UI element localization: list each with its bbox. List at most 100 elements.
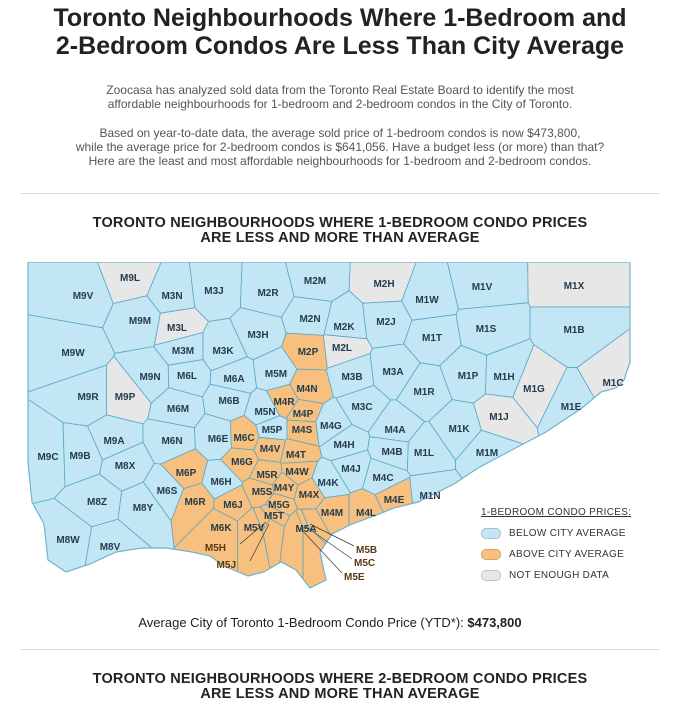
intro-p1-line-2: affordable neighbourhoods for 1-bedroom … [107, 97, 573, 111]
section-1-title-line-2: ARE LESS AND MORE THAN AVERAGE [200, 230, 480, 246]
section-2-title-line-2: ARE LESS AND MORE THAN AVERAGE [200, 686, 480, 702]
toronto-map: M9L M9V M3N M3J M2R M2M M2H M1W M1V M1X M9M M3L M2N M… [27, 262, 631, 589]
label-m1w: M1W [415, 295, 439, 306]
section-1-title-post: PRICES [527, 215, 588, 231]
label-m3m: M3M [172, 346, 194, 357]
section-1-title-pre: TORONTO NEIGHBOURHOODS WHERE [92, 215, 379, 231]
label-m5s: M5S [252, 487, 273, 498]
label-m3a: M3A [382, 367, 403, 378]
label-m9c: M9C [37, 452, 58, 463]
label-m8v: M8V [100, 542, 121, 553]
label-m1c: M1C [602, 378, 623, 389]
label-m9m: M9M [129, 316, 151, 327]
label-m4r: M4R [273, 397, 295, 408]
average-price-value: $473,800 [467, 615, 522, 630]
label-m5h: M5H [205, 543, 226, 554]
legend-swatch-above [481, 549, 501, 560]
label-m6e: M6E [208, 434, 229, 445]
label-m9b: M9B [69, 451, 90, 462]
intro-p1-line-1: Zoocasa has analyzed sold data from the … [106, 83, 574, 97]
label-m8w: M8W [56, 535, 80, 546]
label-m8y: M8Y [133, 503, 154, 514]
section-divider-1 [20, 193, 660, 194]
leader-m5j [249, 523, 270, 562]
label-m4c: M4C [372, 473, 393, 484]
leader-m5h [239, 521, 267, 545]
label-m5e: M5E [344, 572, 365, 583]
label-m5m: M5M [265, 369, 287, 380]
label-m5b: M5B [356, 545, 377, 556]
city-outline [27, 262, 631, 589]
leader-m5e [299, 527, 343, 574]
label-m6r: M6R [184, 497, 206, 508]
label-m2h: M2H [373, 279, 394, 290]
label-m6s: M6S [157, 486, 178, 497]
map-leader-lines [239, 521, 355, 574]
label-m4m: M4M [321, 508, 343, 519]
label-m2l: M2L [332, 343, 352, 354]
page-title: Toronto Neighbourhoods Where 1-Bedroom a… [0, 4, 680, 60]
label-m3l: M3L [167, 323, 187, 334]
label-m2p: M2P [298, 347, 319, 358]
map-labels: M9L M9V M3N M3J M2R M2M M2H M1W M1V M1X M9M M3L M2N M… [37, 273, 623, 583]
label-m3k: M3K [212, 346, 234, 357]
label-m8x: M8X [115, 461, 136, 472]
title-line-2: 2-Bedroom Condos Are Less Than City Aver… [55, 32, 625, 60]
label-m8z: M8Z [87, 497, 107, 508]
label-m6b: M6B [218, 396, 239, 407]
map-boundaries [27, 262, 631, 589]
label-m4j: M4J [341, 464, 360, 475]
section-1-title-bold: 1-BEDROOM CONDO [378, 215, 528, 231]
label-m5j: M5J [217, 560, 236, 571]
label-m6a: M6A [223, 374, 244, 385]
label-m9p: M9P [115, 392, 136, 403]
label-m6l: M6L [177, 371, 197, 382]
label-m4v: M4V [260, 444, 281, 455]
label-m5v: M5V [244, 523, 265, 534]
leader-m5b [309, 523, 355, 547]
legend-item-none: NOT ENOUGH DATA [481, 570, 609, 582]
label-m2k: M2K [333, 322, 355, 333]
label-m3c: M3C [351, 402, 372, 413]
legend-item-above: ABOVE CITY AVERAGE [481, 549, 624, 561]
label-m9l: M9L [120, 273, 140, 284]
label-m1b: M1B [563, 325, 584, 336]
intro-paragraph-1: Zoocasa has analyzed sold data from the … [60, 83, 620, 111]
label-m4x: M4X [299, 490, 320, 501]
label-m3j: M3J [204, 286, 223, 297]
label-m4n: M4N [296, 384, 317, 395]
label-m6j: M6J [223, 500, 242, 511]
label-m1n: M1N [419, 491, 440, 502]
legend-swatch-none [481, 570, 501, 581]
label-m3b: M3B [341, 372, 362, 383]
label-m9n: M9N [139, 372, 160, 383]
section-2-title-pre: TORONTO NEIGHBOURHOODS WHERE [92, 671, 379, 687]
label-m9v: M9V [73, 291, 94, 302]
label-m5t: M5T [264, 511, 284, 522]
intro-paragraph-2: Based on year-to-date data, the average … [60, 126, 620, 168]
label-m4y: M4Y [274, 483, 295, 494]
intro-p2-line-2: while the average price for 2-bedroom co… [75, 140, 605, 154]
label-m1h: M1H [493, 372, 514, 383]
label-m3h: M3H [247, 330, 268, 341]
legend-label-below: BELOW CITY AVERAGE [509, 528, 626, 540]
intro-p2-line-3: Here are the least and most affordable n… [88, 154, 592, 168]
label-m1v: M1V [472, 282, 493, 293]
label-m6g: M6G [231, 457, 253, 468]
label-m6m: M6M [167, 404, 189, 415]
section-2-title-post: PRICES [527, 671, 588, 687]
label-m1l: M1L [414, 448, 434, 459]
label-m4g: M4G [320, 421, 342, 432]
intro-p2-line-1: Based on year-to-date data, the average … [99, 126, 581, 140]
title-line-1: Toronto Neighbourhoods Where 1-Bedroom a… [53, 4, 627, 32]
label-m6c: M6C [233, 433, 254, 444]
label-m9a: M9A [103, 436, 124, 447]
label-m4e: M4E [384, 495, 405, 506]
label-m4l: M4L [356, 508, 376, 519]
label-m4p: M4P [293, 409, 314, 420]
label-m1p: M1P [458, 371, 479, 382]
label-m6n: M6N [161, 436, 182, 447]
label-m3n: M3N [161, 291, 182, 302]
label-m4t: M4T [286, 450, 306, 461]
label-m1r: M1R [413, 387, 435, 398]
